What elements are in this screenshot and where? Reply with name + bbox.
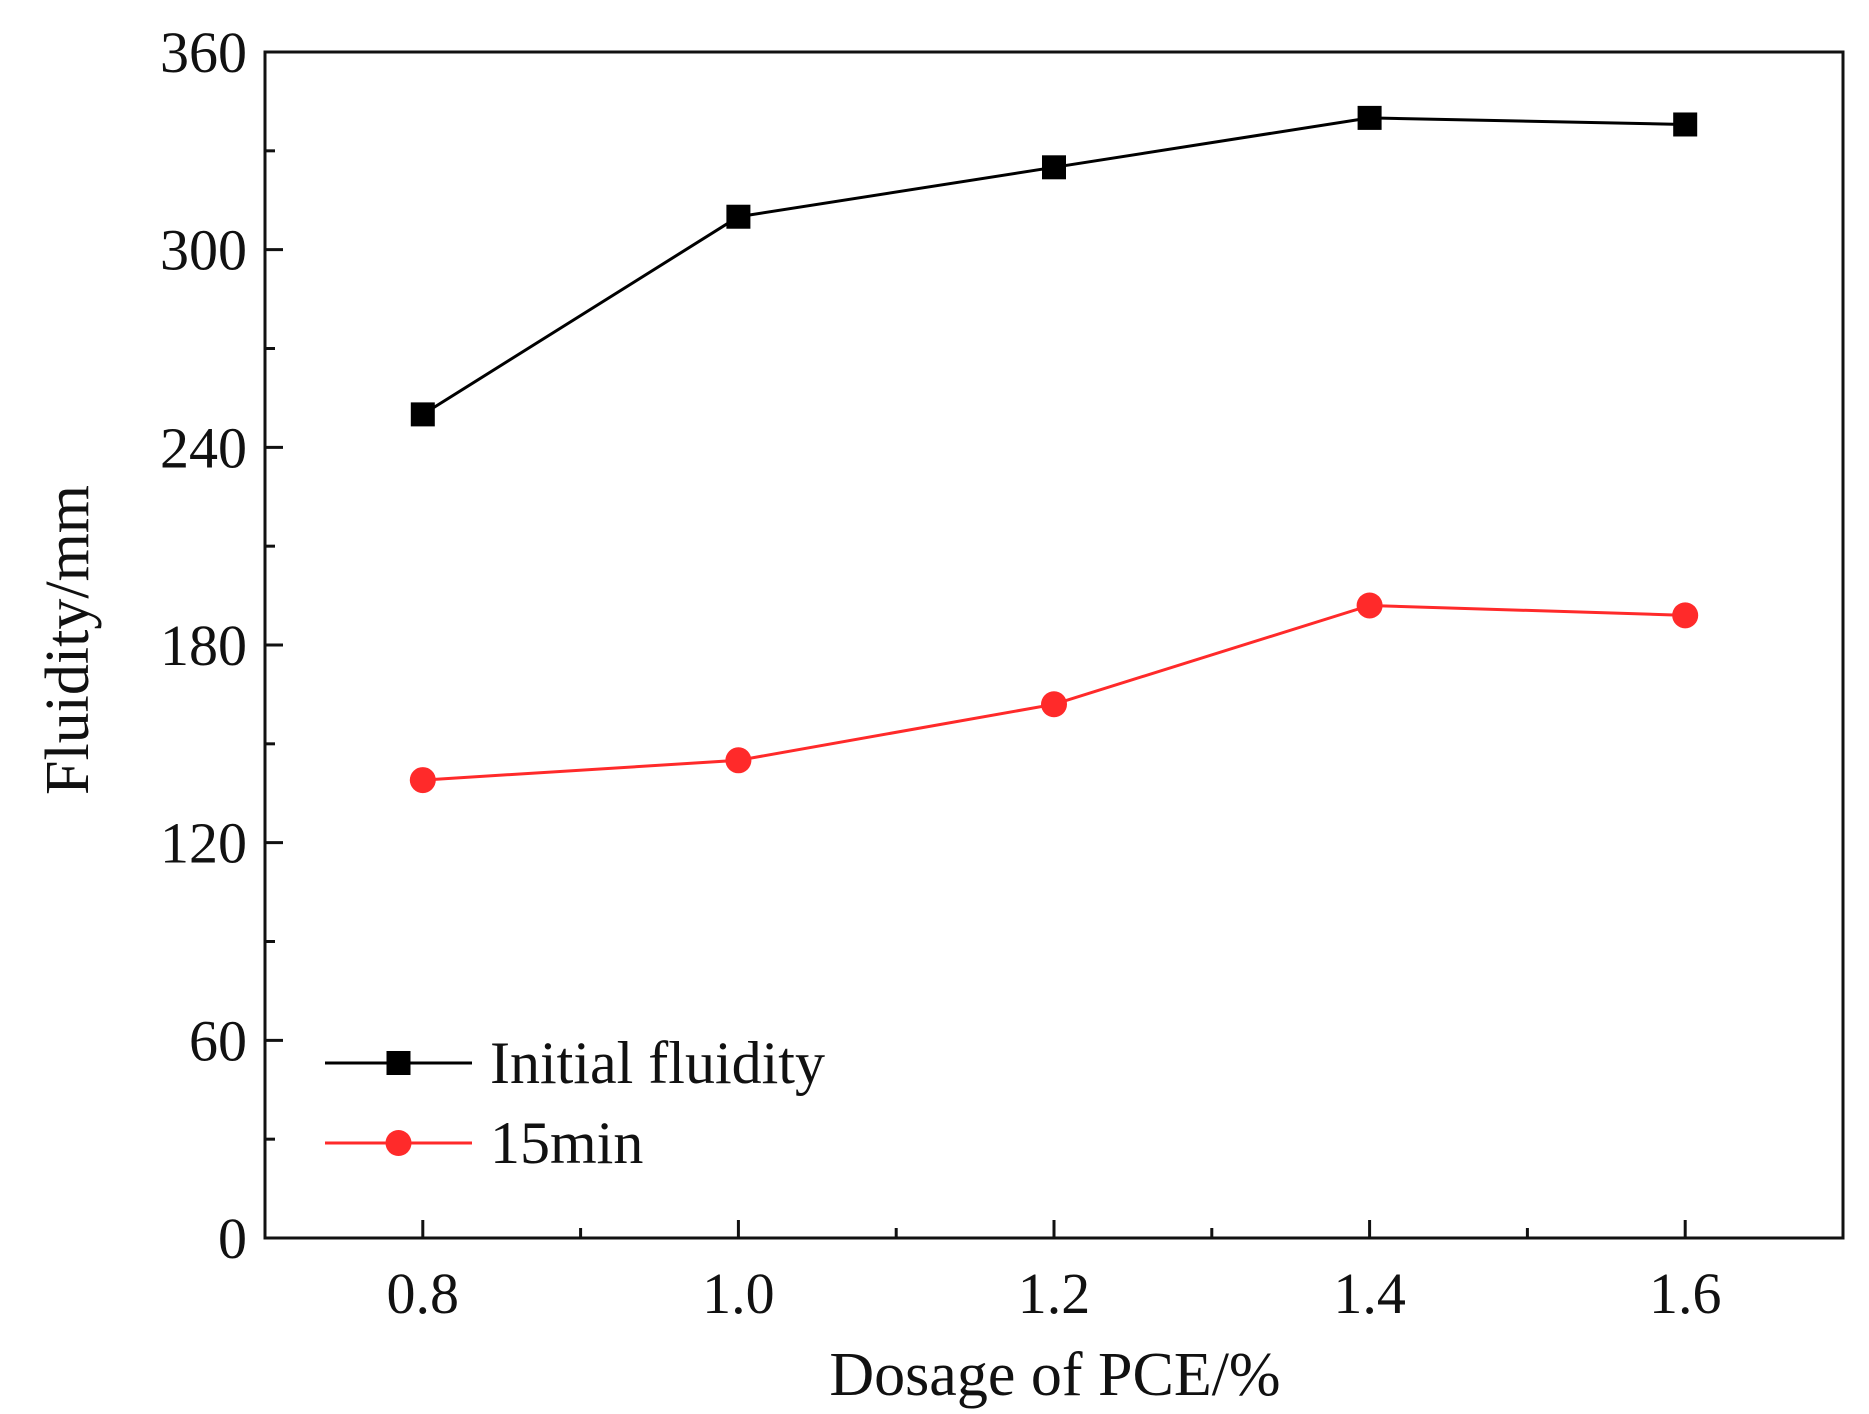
- series-layer: [409, 105, 1699, 794]
- data-point: [1672, 602, 1699, 629]
- legend: Initial fluidity 15min: [325, 1030, 825, 1176]
- data-point: [1356, 592, 1383, 619]
- legend-label: Initial fluidity: [490, 1030, 825, 1096]
- y-tick-label: 360: [160, 20, 247, 85]
- x-tick-label: 1.2: [1018, 1261, 1091, 1326]
- data-point: [1357, 105, 1382, 130]
- data-point: [1041, 691, 1067, 718]
- y-tick-label: 120: [160, 811, 247, 876]
- y-tick-label: 180: [160, 613, 247, 678]
- legend-item: Initial fluidity: [325, 1030, 825, 1096]
- x-tick-label: 1.0: [702, 1261, 775, 1326]
- data-point: [1673, 112, 1698, 137]
- series-1: [410, 105, 1698, 427]
- series-2: [409, 592, 1699, 794]
- axes: 0.8 1.0 1.2 1.4 1.6 0 60 120 180 240 300 360: [160, 20, 1845, 1326]
- x-tick-label: 0.8: [387, 1261, 460, 1326]
- data-point: [410, 402, 435, 427]
- y-tick-label: 60: [189, 1008, 247, 1073]
- y-tick-label: 300: [160, 218, 247, 283]
- x-tick-label: 1.4: [1333, 1261, 1406, 1326]
- y-axis-title: Fluidity/mm: [34, 485, 102, 795]
- data-point: [409, 767, 436, 794]
- data-point: [1042, 155, 1066, 180]
- y-tick-label: 240: [160, 415, 247, 480]
- x-tick-label: 1.6: [1649, 1261, 1722, 1326]
- legend-marker: [386, 1051, 411, 1075]
- x-axis-title: Dosage of PCE/%: [829, 1341, 1280, 1409]
- legend-label: 15min: [490, 1110, 643, 1176]
- legend-item: 15min: [325, 1110, 643, 1176]
- legend-marker: [385, 1130, 412, 1156]
- y-tick-label: 0: [218, 1206, 247, 1271]
- data-point: [725, 747, 752, 774]
- data-point: [726, 204, 751, 229]
